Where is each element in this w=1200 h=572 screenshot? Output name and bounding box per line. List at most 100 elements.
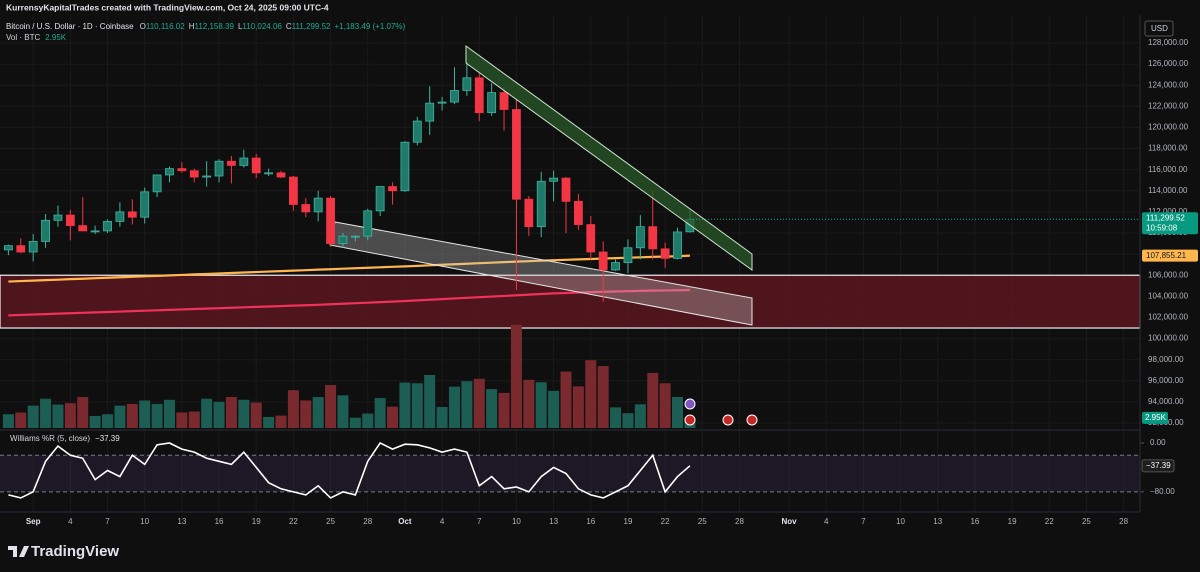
candle-body: [437, 101, 447, 104]
y-tick-label: 98,000.00: [1148, 355, 1184, 364]
y-tick-label: 104,000.00: [1148, 291, 1189, 300]
x-tick-label: 16: [215, 517, 224, 526]
volume-value: 2.95K: [45, 33, 67, 42]
wr-line: [8, 441, 691, 499]
x-tick-label: 19: [624, 517, 633, 526]
candle-body: [140, 191, 150, 218]
x-tick-label: 16: [970, 517, 979, 526]
candle-body: [41, 219, 50, 242]
x-tick-label: 10: [140, 517, 149, 526]
brand: TradingView: [8, 543, 119, 560]
volume-bar: [548, 390, 560, 428]
candle-body: [524, 198, 534, 228]
volume-bar: [163, 399, 175, 428]
chart-title: KurrensyKapitalTrades created with Tradi…: [6, 2, 329, 12]
ohlc-key: L: [238, 22, 243, 31]
currency: USD: [1151, 24, 1168, 33]
candle-body: [412, 120, 422, 143]
williams-layer: 0.00 −80.00 −37.39: [0, 438, 1175, 499]
candle-body: [53, 214, 63, 221]
volume-bar: [473, 378, 485, 428]
y-tick-label: 96,000.00: [1148, 376, 1184, 385]
x-tick-label: 16: [586, 517, 595, 526]
y-tick-label: 102,000.00: [1148, 313, 1189, 322]
candle-body: [450, 90, 459, 103]
volume-bar: [560, 371, 572, 428]
y-tick-label: 112,000.00: [1148, 207, 1188, 216]
volume-box: [1142, 411, 1168, 424]
candle-body: [165, 168, 174, 176]
candle-body: [3, 245, 13, 251]
zone-layer: [0, 274, 1141, 329]
volume-bar: [2, 414, 14, 428]
candle-body: [512, 109, 521, 200]
y-tick-label: 120,000.00: [1148, 123, 1189, 132]
wr-band: [0, 455, 1140, 492]
candle-body: [462, 77, 472, 91]
ohlc-key: O: [140, 22, 146, 31]
ohlc-key: C: [286, 22, 292, 31]
volume-bar: [188, 411, 200, 428]
support-zone: [0, 274, 1141, 329]
candle-body: [375, 186, 385, 212]
x-tick-label: 7: [105, 517, 110, 526]
ma-price-box: [1142, 249, 1198, 262]
x-tick-label: 22: [661, 517, 670, 526]
event-icon[interactable]: [722, 414, 734, 426]
x-tick-label: 19: [252, 517, 261, 526]
volume-bar: [250, 402, 262, 428]
candle-body: [474, 77, 484, 114]
volume-bar: [436, 407, 448, 428]
volume-bar: [610, 407, 622, 428]
candle-body: [276, 172, 286, 178]
volume-bar: [27, 405, 39, 428]
event-icon[interactable]: [684, 398, 696, 410]
candle-body: [189, 170, 199, 178]
candle-body: [400, 141, 410, 192]
volume-bar: [176, 412, 188, 428]
volume-bar: [225, 397, 237, 428]
candle-body: [388, 186, 397, 192]
wr-tick-label: 0.00: [1150, 438, 1166, 447]
candle-body: [78, 225, 88, 232]
candle-body: [152, 174, 162, 193]
volume-bar: [597, 366, 609, 428]
symbol-legend: Bitcoin / U.S. Dollar · 1D · Coinbase O11…: [6, 22, 406, 31]
ohlc-value: 112,158.39: [194, 22, 234, 31]
event-icon[interactable]: [684, 414, 696, 426]
y-tick-label: 116,000.00: [1148, 165, 1188, 174]
y-tick-label: 100,000.00: [1148, 334, 1189, 343]
wr-value-box: [1141, 459, 1175, 473]
volume-bar: [448, 386, 460, 428]
descending-channel: [465, 45, 753, 271]
candle-body: [648, 226, 658, 250]
x-tick-label: 22: [1045, 517, 1054, 526]
ohlc-value: 111,299.52: [292, 22, 331, 31]
wr-value-label: −37.39: [1146, 461, 1171, 470]
y-tick-label: 122,000.00: [1148, 101, 1189, 110]
x-tick-label: 4: [68, 517, 73, 526]
candle-body: [103, 220, 112, 232]
candle-body: [363, 210, 373, 237]
candle-body: [177, 168, 187, 172]
candle-body: [623, 247, 633, 263]
volume-bar: [263, 416, 275, 428]
event-icon[interactable]: [746, 414, 758, 426]
y-tick-label: 128,000.00: [1148, 38, 1189, 47]
volume-bar: [201, 398, 213, 428]
candle-body: [549, 177, 559, 182]
volume-bar: [300, 400, 312, 428]
brand-name: TradingView: [31, 543, 119, 560]
volume-bar: [535, 382, 547, 428]
y-tick-label: 94,000.00: [1148, 397, 1184, 406]
candle-body: [586, 224, 596, 253]
candle-body: [127, 211, 137, 218]
candle-body: [214, 160, 224, 177]
candle-body: [227, 160, 236, 166]
volume-bar: [374, 398, 386, 428]
currency-box[interactable]: [1144, 20, 1174, 37]
volume-bar: [64, 403, 76, 428]
brand-logo: [8, 546, 29, 557]
candle-body: [326, 197, 335, 244]
volume-title: Vol · BTC: [6, 33, 40, 42]
